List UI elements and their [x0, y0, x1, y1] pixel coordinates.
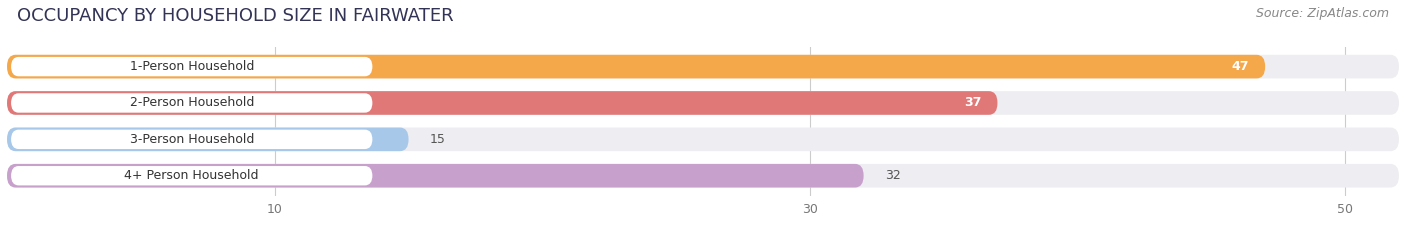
FancyBboxPatch shape — [11, 130, 373, 149]
Text: 2-Person Household: 2-Person Household — [129, 96, 254, 110]
FancyBboxPatch shape — [11, 93, 373, 113]
Text: OCCUPANCY BY HOUSEHOLD SIZE IN FAIRWATER: OCCUPANCY BY HOUSEHOLD SIZE IN FAIRWATER — [17, 7, 454, 25]
FancyBboxPatch shape — [7, 91, 997, 115]
Text: 37: 37 — [965, 96, 981, 110]
FancyBboxPatch shape — [7, 164, 863, 188]
FancyBboxPatch shape — [7, 127, 409, 151]
Text: 1-Person Household: 1-Person Household — [129, 60, 254, 73]
Text: Source: ZipAtlas.com: Source: ZipAtlas.com — [1256, 7, 1389, 20]
Text: 15: 15 — [430, 133, 446, 146]
Text: 3-Person Household: 3-Person Household — [129, 133, 254, 146]
FancyBboxPatch shape — [7, 55, 1399, 79]
Text: 32: 32 — [884, 169, 901, 182]
FancyBboxPatch shape — [7, 91, 1399, 115]
Text: 47: 47 — [1232, 60, 1249, 73]
FancyBboxPatch shape — [11, 57, 373, 76]
FancyBboxPatch shape — [7, 55, 1265, 79]
FancyBboxPatch shape — [11, 166, 373, 185]
FancyBboxPatch shape — [7, 164, 1399, 188]
Text: 4+ Person Household: 4+ Person Household — [125, 169, 259, 182]
FancyBboxPatch shape — [7, 127, 1399, 151]
